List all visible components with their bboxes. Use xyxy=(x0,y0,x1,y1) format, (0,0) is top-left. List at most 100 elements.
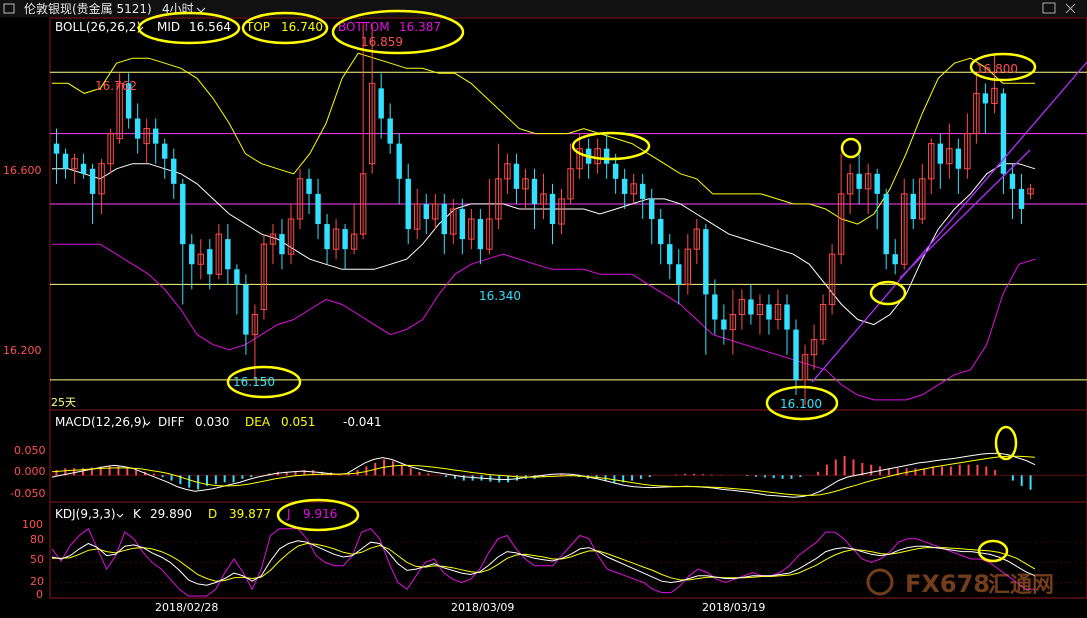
candle-body xyxy=(864,173,872,190)
boll-label: BOLL(26,26,2) xyxy=(55,20,141,34)
diff-label: DIFF xyxy=(158,415,185,429)
bottom-value: 16.387 xyxy=(399,20,441,34)
candle-body xyxy=(594,148,601,165)
candle-body xyxy=(423,203,429,220)
j-label: J xyxy=(286,507,291,521)
candle-body xyxy=(937,143,944,164)
price-levels xyxy=(50,71,1087,381)
candles xyxy=(53,23,1034,405)
candle-body xyxy=(774,303,782,321)
macd-label: MACD(12,26,9) xyxy=(55,415,146,429)
macd-panel xyxy=(50,452,1087,498)
kdj-panel-frame xyxy=(49,501,1087,599)
trend-line-minor xyxy=(899,149,1031,279)
watermark: FX678 汇通网 xyxy=(866,568,1054,598)
candle-body xyxy=(639,183,646,199)
kdj-y-tick-0: 0 xyxy=(36,588,43,601)
chevron-down-icon[interactable] xyxy=(196,7,206,13)
circle-low-a xyxy=(226,365,302,399)
circle-j-value xyxy=(276,498,360,532)
candle-body xyxy=(991,87,998,104)
candle-body xyxy=(540,193,547,205)
dea-label: DEA xyxy=(245,415,271,429)
kdj-panel xyxy=(50,527,1087,597)
candle-body xyxy=(62,153,69,169)
candle-body xyxy=(738,298,746,316)
candle-body xyxy=(603,148,610,164)
candle-body xyxy=(801,354,809,381)
candle-body xyxy=(955,148,962,169)
candle-body xyxy=(1027,188,1034,195)
macd-dea-line xyxy=(51,455,1036,496)
candle-body xyxy=(53,143,60,154)
candle-body xyxy=(324,224,330,250)
candle-body xyxy=(432,203,439,220)
top-value: 16.740 xyxy=(281,20,323,34)
kdj-y-tick-100: 100 xyxy=(22,518,43,531)
trend-line-major xyxy=(811,61,1087,383)
candle-body xyxy=(874,173,880,194)
candle-body xyxy=(703,229,709,295)
mid-label: MID xyxy=(157,20,180,34)
j-value: 9.916 xyxy=(303,507,337,521)
annotation-mid: 16.340 xyxy=(479,289,521,303)
candle-body xyxy=(946,148,953,165)
circle-mid xyxy=(137,11,241,45)
boll-bottom-line xyxy=(52,243,1036,401)
candle-body xyxy=(315,193,321,225)
candle-body xyxy=(260,243,268,310)
circle-spike xyxy=(840,137,862,159)
k-label: K xyxy=(133,507,142,521)
candle-body xyxy=(964,133,971,170)
mid-value: 16.564 xyxy=(189,20,231,34)
k-value: 29.890 xyxy=(150,507,192,521)
candle-body xyxy=(828,253,836,305)
candle-body xyxy=(107,133,114,165)
candle-body xyxy=(225,239,231,270)
candle-body xyxy=(756,303,764,316)
candle-body xyxy=(712,294,718,320)
kdj-y-tick-80: 80 xyxy=(30,533,44,546)
candle-body xyxy=(171,158,177,184)
watermark-logo-icon xyxy=(866,568,894,596)
candle-body xyxy=(729,314,737,331)
close-icon[interactable] xyxy=(1065,3,1076,14)
restore-icon[interactable] xyxy=(1042,2,1056,14)
candle-body xyxy=(359,173,367,235)
candle-body xyxy=(837,193,845,255)
candle-body xyxy=(251,314,259,336)
highlight-circles xyxy=(137,9,1037,563)
kdj-y-tick-50: 50 xyxy=(30,553,44,566)
candle-body xyxy=(189,244,195,265)
candle-body xyxy=(919,178,926,220)
boll-header: BOLL(26,26,2) MID 16.564 TOP 16.740 BOTT… xyxy=(55,20,441,34)
candle-body xyxy=(846,173,854,195)
annotation-high-c: 16.800 xyxy=(976,62,1018,76)
annotation-high-a: 16.762 xyxy=(95,79,137,93)
candle-body xyxy=(766,304,772,320)
candle-body xyxy=(459,208,466,240)
watermark-brand: FX678 xyxy=(905,570,990,598)
kdj-y-tick-20: 20 xyxy=(30,575,44,588)
macd-y-tick-1: 0.000 xyxy=(14,465,46,478)
watermark-cn: 汇通网 xyxy=(988,573,1054,598)
y-tick-16200: 16.200 xyxy=(3,344,42,357)
price-annotations: 16.762 16.859 16.150 16.340 16.100 16.80… xyxy=(51,35,1018,411)
candle-body xyxy=(468,218,475,240)
kdj-d-line xyxy=(52,542,1036,582)
candle-body xyxy=(522,178,529,190)
candle-body xyxy=(567,168,574,200)
candle-body xyxy=(1018,188,1025,209)
kdj-label: KDJ(9,3,3) xyxy=(55,507,116,521)
candle-body xyxy=(531,178,538,204)
candle-body xyxy=(287,218,295,255)
candle-body xyxy=(910,193,916,220)
x-date-0: 2018/02/28 xyxy=(155,601,218,614)
candle-body xyxy=(486,218,493,250)
period-marker: 25天 xyxy=(51,396,76,409)
circle-support xyxy=(869,280,907,306)
candle-body xyxy=(162,143,168,159)
annotation-high-b: 16.859 xyxy=(361,35,403,49)
candle-body xyxy=(296,178,304,220)
